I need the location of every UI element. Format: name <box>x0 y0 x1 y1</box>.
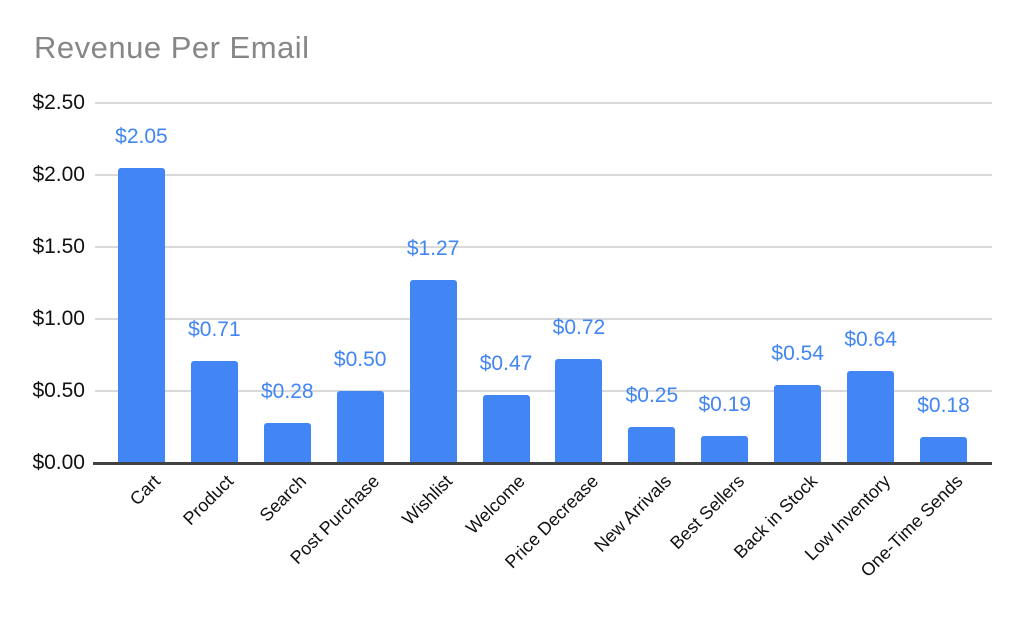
x-tick-label: New Arrivals <box>590 471 676 556</box>
bar-value-label: $0.71 <box>188 317 241 341</box>
bar-value-label: $0.19 <box>698 392 752 416</box>
gridline <box>95 174 992 176</box>
bar <box>628 427 676 463</box>
bar <box>263 422 311 463</box>
y-tick-label: $1.50 <box>32 235 85 258</box>
bar-value-label: $1.27 <box>406 237 460 261</box>
bar-value-label: $2.05 <box>115 124 168 148</box>
bar <box>701 435 749 463</box>
y-tick-label: $0.50 <box>32 379 85 402</box>
bar <box>920 437 968 463</box>
bar-value-label: $0.18 <box>917 394 970 418</box>
bar <box>555 359 603 463</box>
x-tick-label: Search <box>255 471 311 526</box>
bar <box>409 280 457 463</box>
bar <box>336 391 384 463</box>
x-tick-label: Wishlist <box>398 471 457 529</box>
bar-value-label: $0.47 <box>479 352 533 376</box>
gridline <box>95 246 992 248</box>
x-tick-label: Cart <box>126 471 165 510</box>
bar <box>190 360 238 463</box>
x-tick-label: Welcome <box>462 471 530 538</box>
x-tick-label: Product <box>179 471 238 530</box>
x-axis-line <box>93 461 992 465</box>
bar-value-label: $0.50 <box>333 348 387 371</box>
bar <box>847 370 895 463</box>
bar-value-label: $0.28 <box>261 379 314 403</box>
bar <box>117 167 165 463</box>
bar-value-label: $0.72 <box>552 316 606 340</box>
gridline <box>95 390 992 392</box>
bar <box>482 395 530 463</box>
gridline <box>95 318 992 320</box>
gridline <box>95 102 992 104</box>
bar-value-label: $0.64 <box>844 327 897 351</box>
y-tick-label: $1.00 <box>32 307 85 330</box>
bar-value-label: $0.25 <box>625 384 679 407</box>
y-tick-label: $2.50 <box>32 91 85 114</box>
y-tick-label: $0.00 <box>32 451 85 474</box>
bar <box>774 385 822 463</box>
bar-value-label: $0.54 <box>771 342 824 366</box>
chart-title: Revenue Per Email <box>34 30 310 65</box>
y-tick-label: $2.00 <box>32 163 85 186</box>
